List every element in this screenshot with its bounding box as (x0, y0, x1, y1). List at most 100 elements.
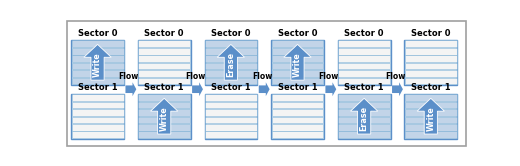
Polygon shape (284, 44, 311, 80)
Bar (338, 40, 390, 47)
Bar (71, 94, 124, 138)
Bar (72, 117, 124, 123)
Bar (205, 109, 257, 116)
Text: Sector 0: Sector 0 (145, 29, 184, 38)
Polygon shape (217, 44, 244, 80)
Text: Sector 1: Sector 1 (77, 83, 118, 92)
Bar (338, 70, 390, 77)
Bar (138, 48, 190, 55)
Bar (138, 94, 190, 101)
Text: Sector 0: Sector 0 (211, 29, 251, 38)
Text: Sector 1: Sector 1 (211, 83, 251, 92)
Bar (405, 124, 457, 131)
Text: Sector 0: Sector 0 (411, 29, 450, 38)
Bar (138, 109, 190, 116)
Bar (271, 117, 323, 123)
Bar (405, 102, 457, 109)
Polygon shape (392, 82, 403, 96)
Text: Sector 1: Sector 1 (278, 83, 317, 92)
Text: Flow: Flow (252, 72, 272, 81)
Bar (338, 55, 390, 62)
Polygon shape (150, 98, 178, 134)
Text: Flow: Flow (319, 72, 339, 81)
Bar (338, 109, 390, 116)
Bar (205, 94, 257, 101)
Bar (205, 55, 257, 62)
Bar (205, 124, 257, 131)
Text: Write: Write (426, 106, 435, 131)
Bar (271, 48, 323, 55)
Bar (205, 70, 257, 77)
Text: Sector 1: Sector 1 (344, 83, 384, 92)
Text: Sector 1: Sector 1 (145, 83, 184, 92)
Bar (138, 131, 190, 138)
Bar (72, 70, 124, 77)
Bar (271, 78, 323, 84)
Bar (72, 55, 124, 62)
Bar (405, 48, 457, 55)
Bar (338, 102, 390, 109)
Bar (72, 109, 124, 116)
Bar (271, 102, 323, 109)
Text: Sector 0: Sector 0 (344, 29, 384, 38)
Bar (205, 131, 257, 138)
Bar (138, 78, 190, 84)
Bar (271, 109, 323, 116)
Bar (205, 40, 257, 47)
Bar (338, 124, 390, 131)
Bar (138, 55, 190, 62)
Bar (271, 40, 324, 85)
Text: Sector 0: Sector 0 (78, 29, 118, 38)
Bar (205, 117, 257, 123)
Bar (138, 102, 190, 109)
Bar (271, 131, 323, 138)
Bar (338, 40, 391, 85)
Polygon shape (350, 98, 378, 134)
Bar (138, 40, 190, 47)
Polygon shape (192, 82, 203, 96)
Polygon shape (259, 82, 269, 96)
Bar (271, 70, 323, 77)
Bar (271, 94, 324, 138)
Bar (138, 63, 190, 70)
Bar (72, 94, 124, 101)
Text: Erase: Erase (226, 52, 236, 77)
Polygon shape (125, 82, 136, 96)
Bar (338, 94, 390, 101)
Text: Write: Write (160, 106, 168, 131)
Bar (72, 124, 124, 131)
Text: Flow: Flow (119, 72, 139, 81)
Bar (338, 78, 390, 84)
Bar (405, 94, 457, 138)
Text: Sector 0: Sector 0 (278, 29, 317, 38)
Bar (405, 40, 457, 47)
Bar (205, 78, 257, 84)
Bar (205, 63, 257, 70)
Bar (72, 63, 124, 70)
Text: Flow: Flow (385, 72, 406, 81)
Bar (405, 117, 457, 123)
Bar (338, 117, 390, 123)
Bar (271, 55, 323, 62)
Bar (205, 48, 257, 55)
Bar (405, 109, 457, 116)
Bar (271, 40, 323, 47)
Bar (405, 55, 457, 62)
Bar (338, 63, 390, 70)
Polygon shape (326, 82, 336, 96)
Text: Flow: Flow (185, 72, 205, 81)
Polygon shape (417, 98, 445, 134)
Bar (338, 94, 391, 138)
Bar (405, 131, 457, 138)
Bar (72, 78, 124, 84)
Text: Write: Write (93, 52, 102, 77)
Text: Write: Write (293, 52, 302, 77)
Bar (204, 40, 257, 85)
Bar (138, 40, 190, 85)
Bar (138, 117, 190, 123)
Bar (138, 124, 190, 131)
Bar (138, 70, 190, 77)
Bar (72, 131, 124, 138)
Bar (405, 78, 457, 84)
Bar (405, 40, 457, 85)
